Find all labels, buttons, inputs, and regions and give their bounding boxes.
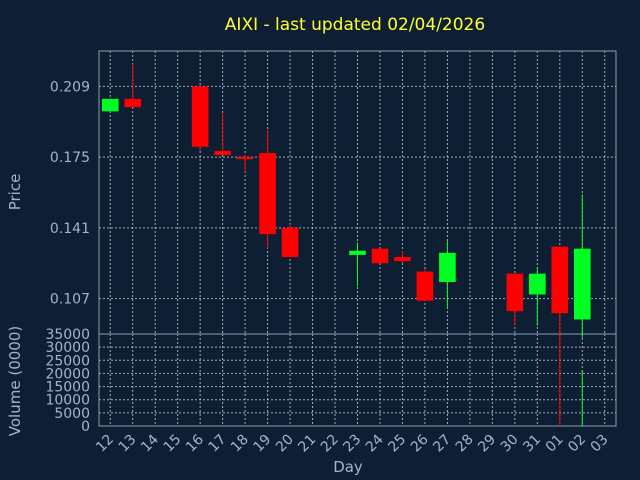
candle-body <box>416 271 434 301</box>
candle <box>191 86 209 151</box>
candle <box>259 130 276 249</box>
candle-body <box>214 150 231 156</box>
candle <box>573 194 591 339</box>
volume-bars <box>559 341 583 426</box>
candle-body <box>124 98 142 108</box>
volume-tick-label: 25000 <box>45 353 90 369</box>
candle <box>281 223 299 258</box>
candle-body <box>394 257 411 262</box>
candle <box>371 248 389 264</box>
volume-tick-label: 5000 <box>54 406 90 422</box>
candles <box>101 63 591 349</box>
candle-body <box>371 248 389 264</box>
volume-tick-label: 10000 <box>45 393 90 409</box>
candle-body <box>281 227 299 258</box>
price-tick-label: 0.175 <box>50 150 90 166</box>
volume-tick-label: 15000 <box>45 380 90 396</box>
volume-tick-label: 30000 <box>45 340 90 356</box>
candle <box>101 98 119 112</box>
volume-tick-label: 35000 <box>45 327 90 343</box>
y-axis-label: Price <box>6 174 24 211</box>
candle <box>551 246 569 349</box>
price-tick-labels: 0.107 0.141 0.175 0.209 <box>50 79 90 307</box>
candle-body <box>236 157 254 160</box>
chart-title: AIXI - last updated 02/04/2026 <box>225 15 485 35</box>
candle <box>214 113 231 156</box>
candle-body <box>259 152 276 235</box>
candle <box>236 155 254 172</box>
volume-tick-label: 0 <box>81 419 90 435</box>
candle-body <box>551 246 569 314</box>
candle-body <box>529 273 546 295</box>
candle <box>439 240 456 307</box>
candle-body <box>191 86 209 147</box>
candle-body <box>573 248 591 320</box>
price-tick-label: 0.107 <box>50 292 90 308</box>
volume-tick-label: 20000 <box>45 366 90 382</box>
candle <box>349 242 366 287</box>
candle-body <box>506 273 524 312</box>
candle-body <box>439 252 456 282</box>
candle <box>124 63 142 108</box>
price-tick-label: 0.141 <box>50 221 90 237</box>
volume-panel-frame <box>98 333 617 427</box>
price-tick-label: 0.209 <box>50 79 90 95</box>
candle <box>416 269 434 301</box>
candle <box>394 250 411 264</box>
candle <box>506 273 524 326</box>
day-tick-labels: 1213141516171819202122232425262728293031… <box>93 431 611 455</box>
candle-body <box>101 98 119 112</box>
candle-body <box>349 250 366 255</box>
candle <box>529 267 546 326</box>
volume-axis-label: Volume (0000) <box>6 326 24 436</box>
x-axis-label: Day <box>333 458 363 476</box>
